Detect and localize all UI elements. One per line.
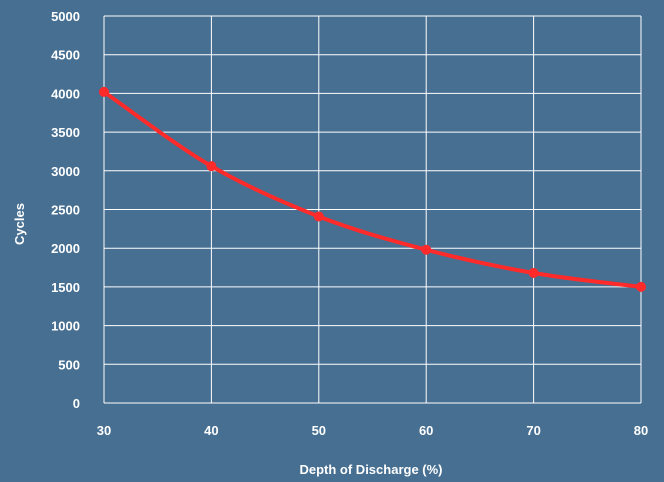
x-tick-label: 80 xyxy=(634,423,648,438)
y-axis-title: Cycles xyxy=(12,203,27,245)
y-tick-label: 2000 xyxy=(51,241,80,256)
y-tick-label: 1500 xyxy=(51,280,80,295)
data-point xyxy=(636,281,646,292)
data-point xyxy=(421,244,432,255)
y-tick-label: 4000 xyxy=(51,86,80,101)
data-point xyxy=(206,161,217,172)
y-tick-label: 2500 xyxy=(51,203,80,218)
x-tick-label: 50 xyxy=(312,423,326,438)
y-tick-label: 0 xyxy=(73,396,80,411)
x-axis-ticks: 30 40 50 60 70 80 xyxy=(97,423,648,438)
y-tick-label: 5000 xyxy=(51,9,80,24)
data-point xyxy=(99,86,109,97)
x-tick-label: 60 xyxy=(419,423,433,438)
series-line xyxy=(102,89,643,289)
x-tick-label: 30 xyxy=(97,423,111,438)
x-tick-label: 40 xyxy=(204,423,218,438)
y-axis-ticks: 0 500 1000 1500 2000 2500 3000 3500 4000 4500 5000 xyxy=(51,9,80,411)
x-axis-title: Depth of Discharge (%) xyxy=(299,462,442,477)
y-tick-label: 500 xyxy=(58,357,80,372)
data-point xyxy=(313,211,324,222)
series-layer xyxy=(99,86,646,292)
y-tick-label: 4500 xyxy=(51,48,80,63)
data-point xyxy=(528,267,539,278)
grid xyxy=(103,15,642,404)
y-tick-label: 1000 xyxy=(51,319,80,334)
y-tick-label: 3500 xyxy=(51,125,80,140)
y-tick-label: 3000 xyxy=(51,164,80,179)
x-tick-label: 70 xyxy=(526,423,540,438)
